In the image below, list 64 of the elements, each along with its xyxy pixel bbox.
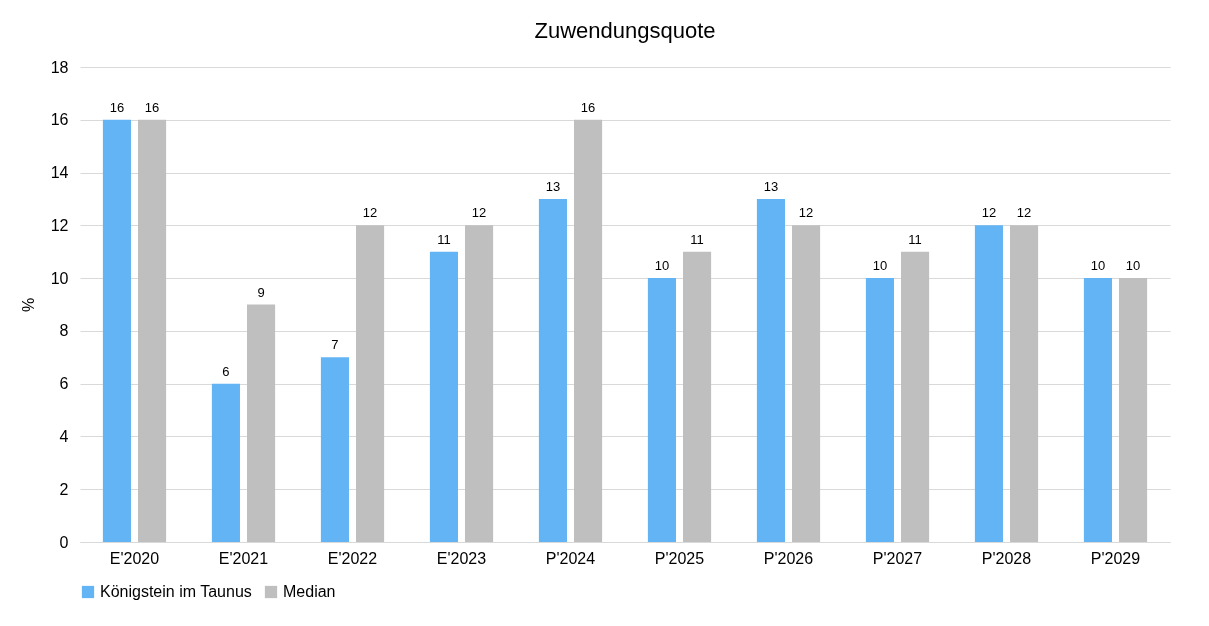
data-label: 11	[908, 231, 922, 247]
x-tick-label: P'2027	[872, 549, 923, 567]
x-tick-label: P'2028	[981, 549, 1032, 567]
y-tick-label: 10	[50, 269, 69, 287]
y-tick-label: 0	[59, 533, 69, 551]
data-label: 10	[1125, 258, 1141, 274]
legend-label: Median	[283, 583, 336, 600]
y-tick-label: 8	[59, 322, 69, 340]
y-tick-label: 2	[59, 480, 69, 498]
data-label: 11	[437, 231, 451, 247]
bar	[1083, 278, 1112, 542]
data-label: 16	[144, 99, 160, 115]
x-tick-label: E'2020	[109, 549, 160, 567]
y-tick-label: 16	[50, 111, 69, 129]
x-tick-label: P'2025	[654, 549, 705, 567]
data-label: 7	[331, 337, 339, 353]
bar	[901, 251, 930, 542]
data-label: 10	[872, 258, 888, 274]
bar	[865, 278, 894, 542]
data-label: 9	[257, 284, 265, 300]
bar	[1119, 278, 1148, 542]
bar	[792, 225, 821, 542]
x-tick-label: E'2021	[218, 549, 269, 567]
bar	[574, 119, 603, 542]
bar	[1010, 225, 1039, 542]
legend-label: Königstein im Taunus	[100, 583, 252, 600]
data-label: 12	[798, 205, 814, 221]
data-label: 10	[1090, 258, 1106, 274]
data-label: 12	[1016, 205, 1032, 221]
y-tick-label: 4	[59, 427, 69, 445]
bar	[974, 225, 1003, 542]
data-label: 11	[690, 231, 704, 247]
data-label: 10	[654, 258, 670, 274]
data-label: 13	[763, 178, 779, 194]
x-tick-label: P'2024	[545, 549, 596, 567]
data-label: 12	[362, 205, 378, 221]
bar	[247, 304, 276, 542]
bar	[138, 119, 167, 542]
x-tick-label: P'2029	[1090, 549, 1141, 567]
bar	[756, 198, 785, 542]
bar	[211, 383, 240, 542]
bar	[538, 198, 567, 542]
bar	[102, 119, 131, 542]
y-tick-label: 12	[50, 216, 69, 234]
y-tick-label: 14	[50, 164, 69, 182]
bar	[320, 357, 349, 542]
y-tick-label: 18	[50, 58, 69, 76]
data-label: 16	[109, 99, 125, 115]
bar	[647, 278, 676, 542]
bar	[465, 225, 494, 542]
bar	[429, 251, 458, 542]
y-axis-title: %	[19, 297, 37, 313]
bar	[356, 225, 385, 542]
x-tick-label: E'2023	[436, 549, 487, 567]
data-label: 12	[471, 205, 487, 221]
x-tick-label: E'2022	[327, 549, 378, 567]
data-label: 13	[545, 178, 561, 194]
bar	[683, 251, 712, 542]
data-label: 16	[580, 99, 596, 115]
chart-title: Zuwendungsquote	[534, 18, 716, 43]
x-tick-label: P'2026	[763, 549, 814, 567]
data-label: 6	[222, 363, 230, 379]
data-label: 12	[981, 205, 997, 221]
y-tick-label: 6	[59, 375, 69, 393]
